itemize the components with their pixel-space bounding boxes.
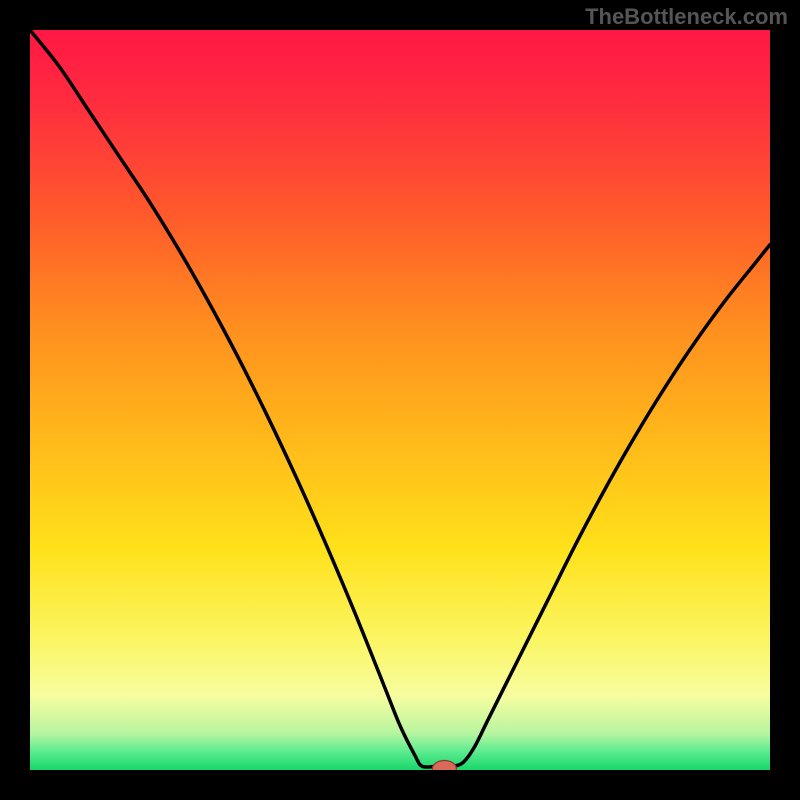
watermark-label: TheBottleneck.com — [585, 4, 788, 30]
bottleneck-chart — [30, 30, 770, 770]
chart-container: TheBottleneck.com — [0, 0, 800, 800]
